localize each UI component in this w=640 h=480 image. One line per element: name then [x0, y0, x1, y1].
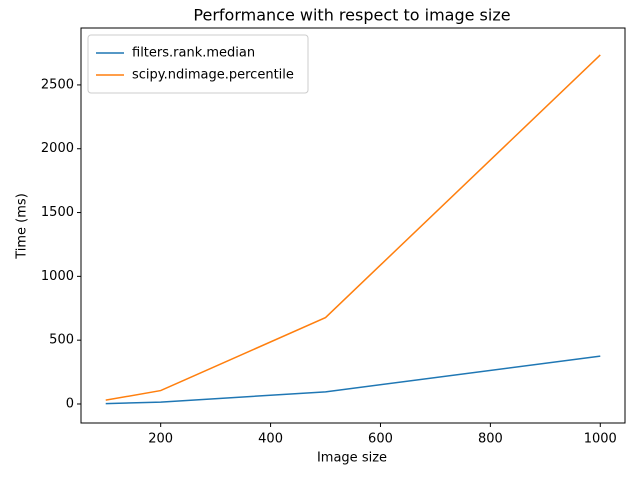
x-tick-label: 1000 — [584, 432, 617, 447]
y-axis-label: Time (ms) — [15, 193, 30, 260]
legend-label: filters.rank.median — [132, 46, 255, 61]
y-tick-label: 1000 — [41, 269, 74, 284]
chart-title: Performance with respect to image size — [193, 6, 510, 25]
x-tick-label: 400 — [258, 432, 283, 447]
legend-label: scipy.ndimage.percentile — [132, 68, 294, 83]
x-tick-label: 600 — [368, 432, 393, 447]
y-tick-label: 0 — [66, 396, 74, 411]
plot-frame — [80, 27, 626, 424]
y-tick-label: 2000 — [41, 141, 74, 156]
y-tick-label: 2500 — [41, 77, 74, 92]
x-axis-label: Image size — [317, 451, 387, 466]
series-line — [105, 355, 601, 405]
y-tick-label: 1500 — [41, 205, 74, 220]
legend: filters.rank.median scipy.ndimage.percent… — [87, 34, 309, 94]
series-line — [105, 54, 601, 401]
x-tick-label: 200 — [148, 432, 173, 447]
legend-box — [87, 34, 309, 94]
x-tick-label: 800 — [478, 432, 503, 447]
y-tick-label: 500 — [49, 333, 74, 348]
